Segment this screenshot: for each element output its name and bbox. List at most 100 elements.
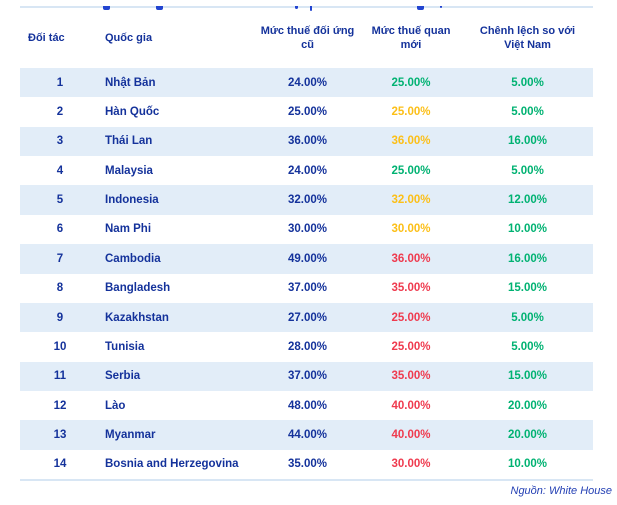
country-cell: Myanmar: [105, 428, 156, 441]
partner-cell: 9: [56, 311, 64, 324]
diff-value: 16.00%: [507, 252, 547, 265]
new-tariff-value: 36.00%: [391, 252, 431, 265]
new-tariff-value: 25.00%: [391, 164, 431, 177]
table-row: 9 Kazakhstan 27.00% 25.00% 5.00%: [20, 302, 593, 333]
column-header-partner: Đối tác: [28, 31, 65, 44]
diff-value: 5.00%: [511, 340, 544, 353]
new-tariff-value: 25.00%: [391, 106, 431, 119]
partner-cell: 14: [53, 458, 67, 471]
header-row: Đối tác Quốc gia Mức thuế đối ứng cũ Mức…: [20, 8, 593, 68]
table-row: 13 Myanmar 44.00% 40.00% 20.00%: [20, 420, 593, 450]
new-tariff-value: 30.00%: [391, 223, 431, 236]
partner-cell: 3: [56, 135, 64, 148]
table-row: 4 Malaysia 24.00% 25.00% 5.00%: [20, 156, 593, 185]
country-cell: Tunisia: [105, 340, 145, 353]
country-cell: Malaysia: [105, 164, 153, 177]
table-body: 1 Nhật Bản 24.00% 25.00% 5.00% 2 Hàn Quố…: [0, 68, 617, 479]
old-tariff-value: 24.00%: [287, 76, 327, 89]
diff-value: 16.00%: [507, 135, 547, 148]
diff-value: 12.00%: [507, 194, 547, 207]
country-cell: Nam Phi: [105, 223, 152, 236]
top-divider: [20, 6, 593, 8]
diff-value: 10.00%: [507, 223, 547, 236]
old-tariff-value: 37.00%: [287, 370, 327, 383]
diff-value: 15.00%: [507, 370, 547, 383]
country-cell: Nhật Bản: [105, 76, 156, 89]
old-tariff-value: 49.00%: [287, 252, 327, 265]
table-row: 6 Nam Phi 30.00% 30.00% 10.00%: [20, 215, 593, 244]
table-row: 12 Lào 48.00% 40.00% 20.00%: [20, 391, 593, 420]
diff-value: 5.00%: [511, 311, 544, 324]
country-cell: Lào: [105, 399, 126, 412]
country-cell: Thái Lan: [105, 135, 153, 148]
old-tariff-value: 25.00%: [287, 106, 327, 119]
partner-cell: 4: [56, 164, 64, 177]
partner-cell: 6: [56, 223, 64, 236]
table-row: 3 Thái Lan 36.00% 36.00% 16.00%: [20, 126, 593, 157]
old-tariff-value: 44.00%: [287, 428, 327, 441]
clipped-title-remnant: [417, 6, 424, 10]
old-tariff-value: 48.00%: [287, 399, 327, 412]
source-note: Nguồn: White House: [510, 485, 613, 498]
clipped-title-remnant: [295, 6, 298, 9]
country-cell: Bangladesh: [105, 282, 171, 295]
table-row: 11 Serbia 37.00% 35.00% 15.00%: [20, 361, 593, 391]
partner-cell: 7: [56, 252, 64, 265]
new-tariff-value: 25.00%: [391, 311, 431, 324]
partner-cell: 12: [53, 399, 67, 412]
partner-cell: 13: [53, 428, 67, 441]
table-row: 2 Hàn Quốc 25.00% 25.00% 5.00%: [20, 97, 593, 126]
clipped-title-remnant: [310, 6, 312, 11]
old-tariff-value: 35.00%: [287, 458, 327, 471]
bottom-divider: [20, 479, 593, 482]
new-tariff-value: 40.00%: [391, 399, 431, 412]
new-tariff-value: 32.00%: [391, 194, 431, 207]
table-row: 14 Bosnia and Herzegovina 35.00% 30.00% …: [20, 450, 593, 479]
diff-value: 10.00%: [507, 458, 547, 471]
old-tariff-value: 32.00%: [287, 194, 327, 207]
clipped-title-remnant: [440, 6, 442, 8]
table-row: 7 Cambodia 49.00% 36.00% 16.00%: [20, 244, 593, 274]
diff-value: 15.00%: [507, 282, 547, 295]
new-tariff-value: 25.00%: [391, 76, 431, 89]
partner-cell: 11: [53, 370, 67, 383]
new-tariff-value: 40.00%: [391, 428, 431, 441]
table-row: 1 Nhật Bản 24.00% 25.00% 5.00%: [20, 68, 593, 98]
column-header-country: Quốc gia: [105, 31, 153, 44]
clipped-title-remnant: [156, 6, 163, 10]
diff-value: 5.00%: [511, 106, 544, 119]
old-tariff-value: 24.00%: [287, 164, 327, 177]
country-cell: Hàn Quốc: [105, 106, 160, 119]
column-header-diff: Chênh lệch so với Việt Nam: [479, 24, 576, 51]
old-tariff-value: 28.00%: [287, 340, 327, 353]
column-header-new-tariff: Mức thuế quan mới: [371, 24, 451, 51]
country-cell: Cambodia: [105, 252, 161, 265]
old-tariff-value: 30.00%: [287, 223, 327, 236]
diff-value: 20.00%: [507, 428, 547, 441]
partner-cell: 10: [53, 340, 67, 353]
old-tariff-value: 37.00%: [287, 282, 327, 295]
clipped-title-remnant: [103, 6, 110, 10]
column-header-old-tariff: Mức thuế đối ứng cũ: [260, 24, 355, 51]
table-row: 5 Indonesia 32.00% 32.00% 12.00%: [20, 185, 593, 215]
partner-cell: 2: [56, 106, 64, 119]
country-cell: Serbia: [105, 370, 141, 383]
partner-cell: 1: [56, 76, 64, 89]
table-row: 8 Bangladesh 37.00% 35.00% 15.00%: [20, 274, 593, 303]
new-tariff-value: 35.00%: [391, 282, 431, 295]
new-tariff-value: 36.00%: [391, 135, 431, 148]
partner-cell: 5: [56, 194, 64, 207]
new-tariff-value: 25.00%: [391, 340, 431, 353]
old-tariff-value: 36.00%: [287, 135, 327, 148]
diff-value: 20.00%: [507, 399, 547, 412]
country-cell: Kazakhstan: [105, 311, 169, 324]
country-cell: Bosnia and Herzegovina: [105, 458, 239, 471]
new-tariff-value: 35.00%: [391, 370, 431, 383]
partner-cell: 8: [56, 282, 64, 295]
diff-value: 5.00%: [511, 76, 544, 89]
old-tariff-value: 27.00%: [287, 311, 327, 324]
country-cell: Indonesia: [105, 194, 159, 207]
table-row: 10 Tunisia 28.00% 25.00% 5.00%: [20, 332, 593, 361]
new-tariff-value: 30.00%: [391, 458, 431, 471]
diff-value: 5.00%: [511, 164, 544, 177]
